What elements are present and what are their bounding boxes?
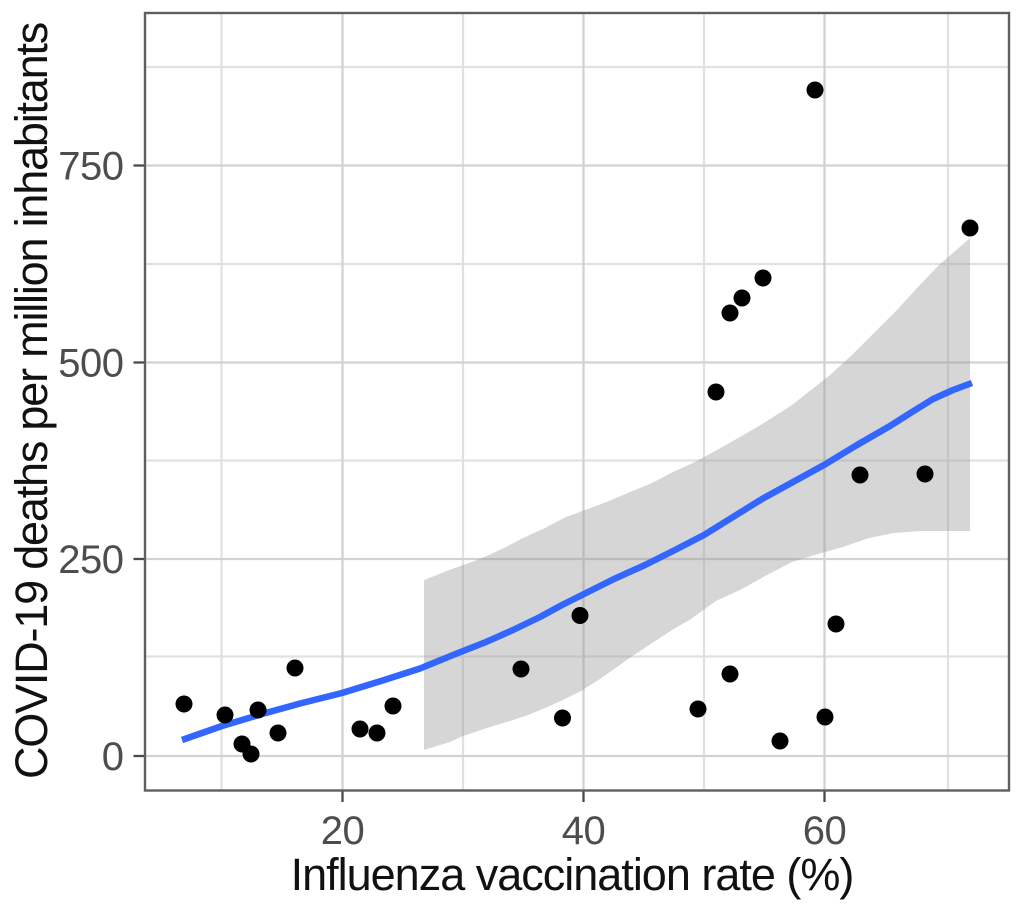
svg-text:Influenza vaccination rate (%): Influenza vaccination rate (%) bbox=[291, 849, 854, 900]
svg-text:500: 500 bbox=[58, 342, 123, 386]
svg-text:250: 250 bbox=[58, 538, 123, 582]
svg-text:40: 40 bbox=[562, 809, 606, 853]
svg-text:0: 0 bbox=[102, 735, 124, 779]
svg-text:COVID-19 deaths per million in: COVID-19 deaths per million inhabitants bbox=[6, 23, 57, 779]
svg-text:60: 60 bbox=[803, 809, 847, 853]
svg-text:750: 750 bbox=[58, 145, 123, 189]
svg-text:20: 20 bbox=[321, 809, 365, 853]
